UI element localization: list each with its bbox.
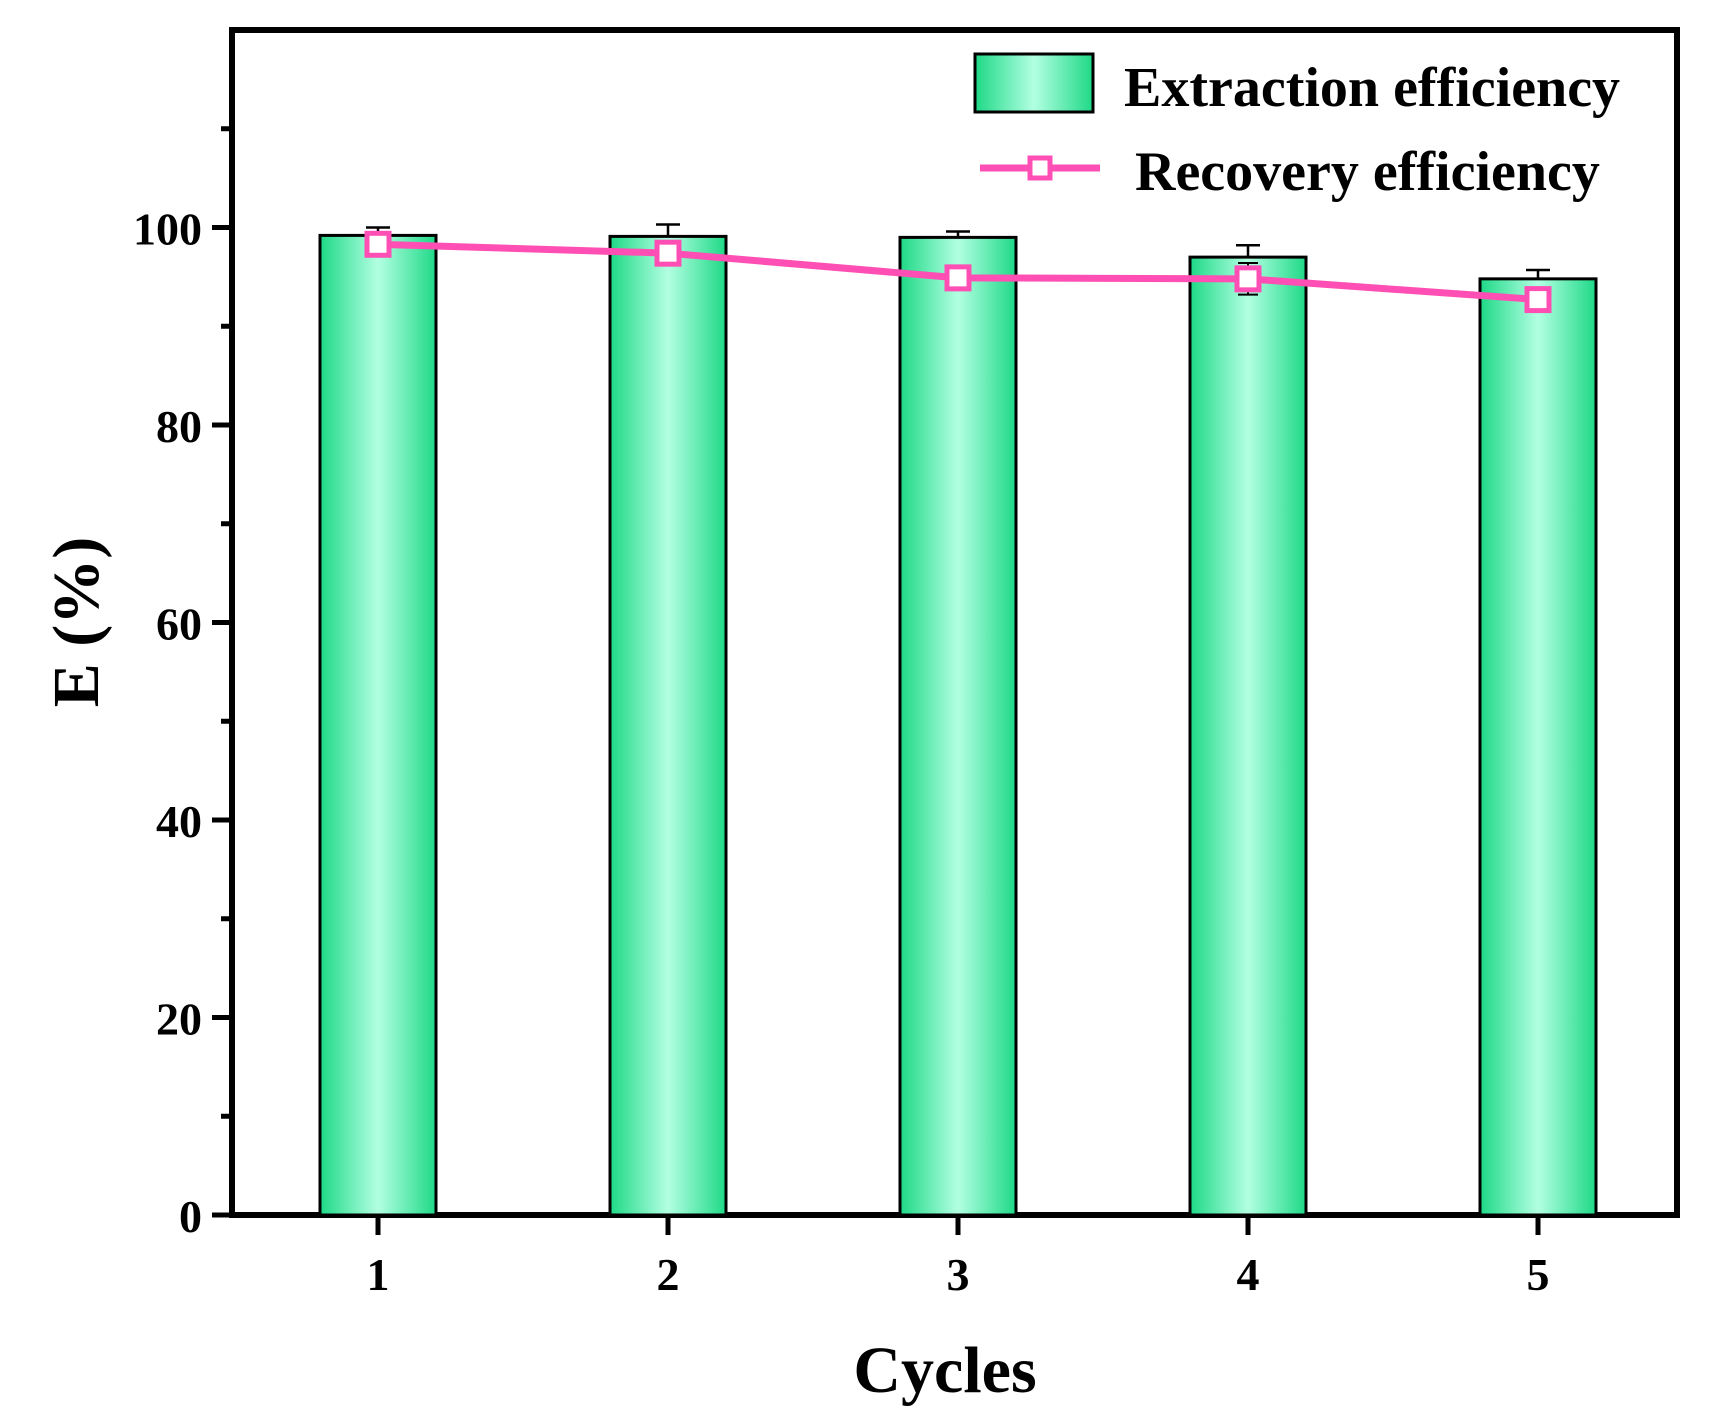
x-tick-label-1: 1 bbox=[367, 1249, 390, 1300]
legend-label-extraction: Extraction efficiency bbox=[1124, 57, 1620, 119]
y-axis-label: E (%) bbox=[40, 537, 113, 707]
y-tick-label-80: 80 bbox=[156, 401, 202, 452]
y-tick-label-0: 0 bbox=[179, 1191, 202, 1242]
recovery-marker-4 bbox=[1234, 265, 1262, 293]
x-tick-label-4: 4 bbox=[1237, 1249, 1260, 1300]
y-tick-label-60: 60 bbox=[156, 599, 202, 650]
extraction-bar-2 bbox=[608, 234, 728, 1217]
extraction-bar-1 bbox=[318, 233, 438, 1217]
extraction-bar-3 bbox=[898, 235, 1018, 1217]
x-axis-label: Cycles bbox=[853, 1334, 1036, 1407]
x-tick-label-3: 3 bbox=[947, 1249, 970, 1300]
recovery-marker-5 bbox=[1524, 286, 1552, 314]
y-tick-label-100: 100 bbox=[133, 204, 202, 255]
y-tick-label-40: 40 bbox=[156, 796, 202, 847]
bar-error-bars bbox=[366, 223, 1550, 279]
legend-label-recovery: Recovery efficiency bbox=[1135, 141, 1600, 203]
extraction-bar-4 bbox=[1188, 255, 1308, 1217]
legend-marker-recovery bbox=[1027, 155, 1053, 181]
x-tick-label-2: 2 bbox=[657, 1249, 680, 1300]
bars-layer bbox=[318, 233, 1598, 1217]
recovery-marker-1 bbox=[364, 230, 392, 258]
recovery-line-layer bbox=[364, 230, 1552, 314]
legend-swatch-extraction bbox=[973, 52, 1095, 114]
y-tick-label-20: 20 bbox=[156, 994, 202, 1045]
axis-ticks: 0 20 40 60 80 100 1 2 3 4 5 bbox=[133, 126, 1550, 1300]
legend: Extraction efficiency Recovery efficienc… bbox=[973, 52, 1620, 203]
recovery-marker-2 bbox=[654, 239, 682, 267]
recovery-marker-3 bbox=[944, 264, 972, 292]
x-tick-label-5: 5 bbox=[1527, 1249, 1550, 1300]
extraction-bar-5 bbox=[1478, 277, 1598, 1217]
